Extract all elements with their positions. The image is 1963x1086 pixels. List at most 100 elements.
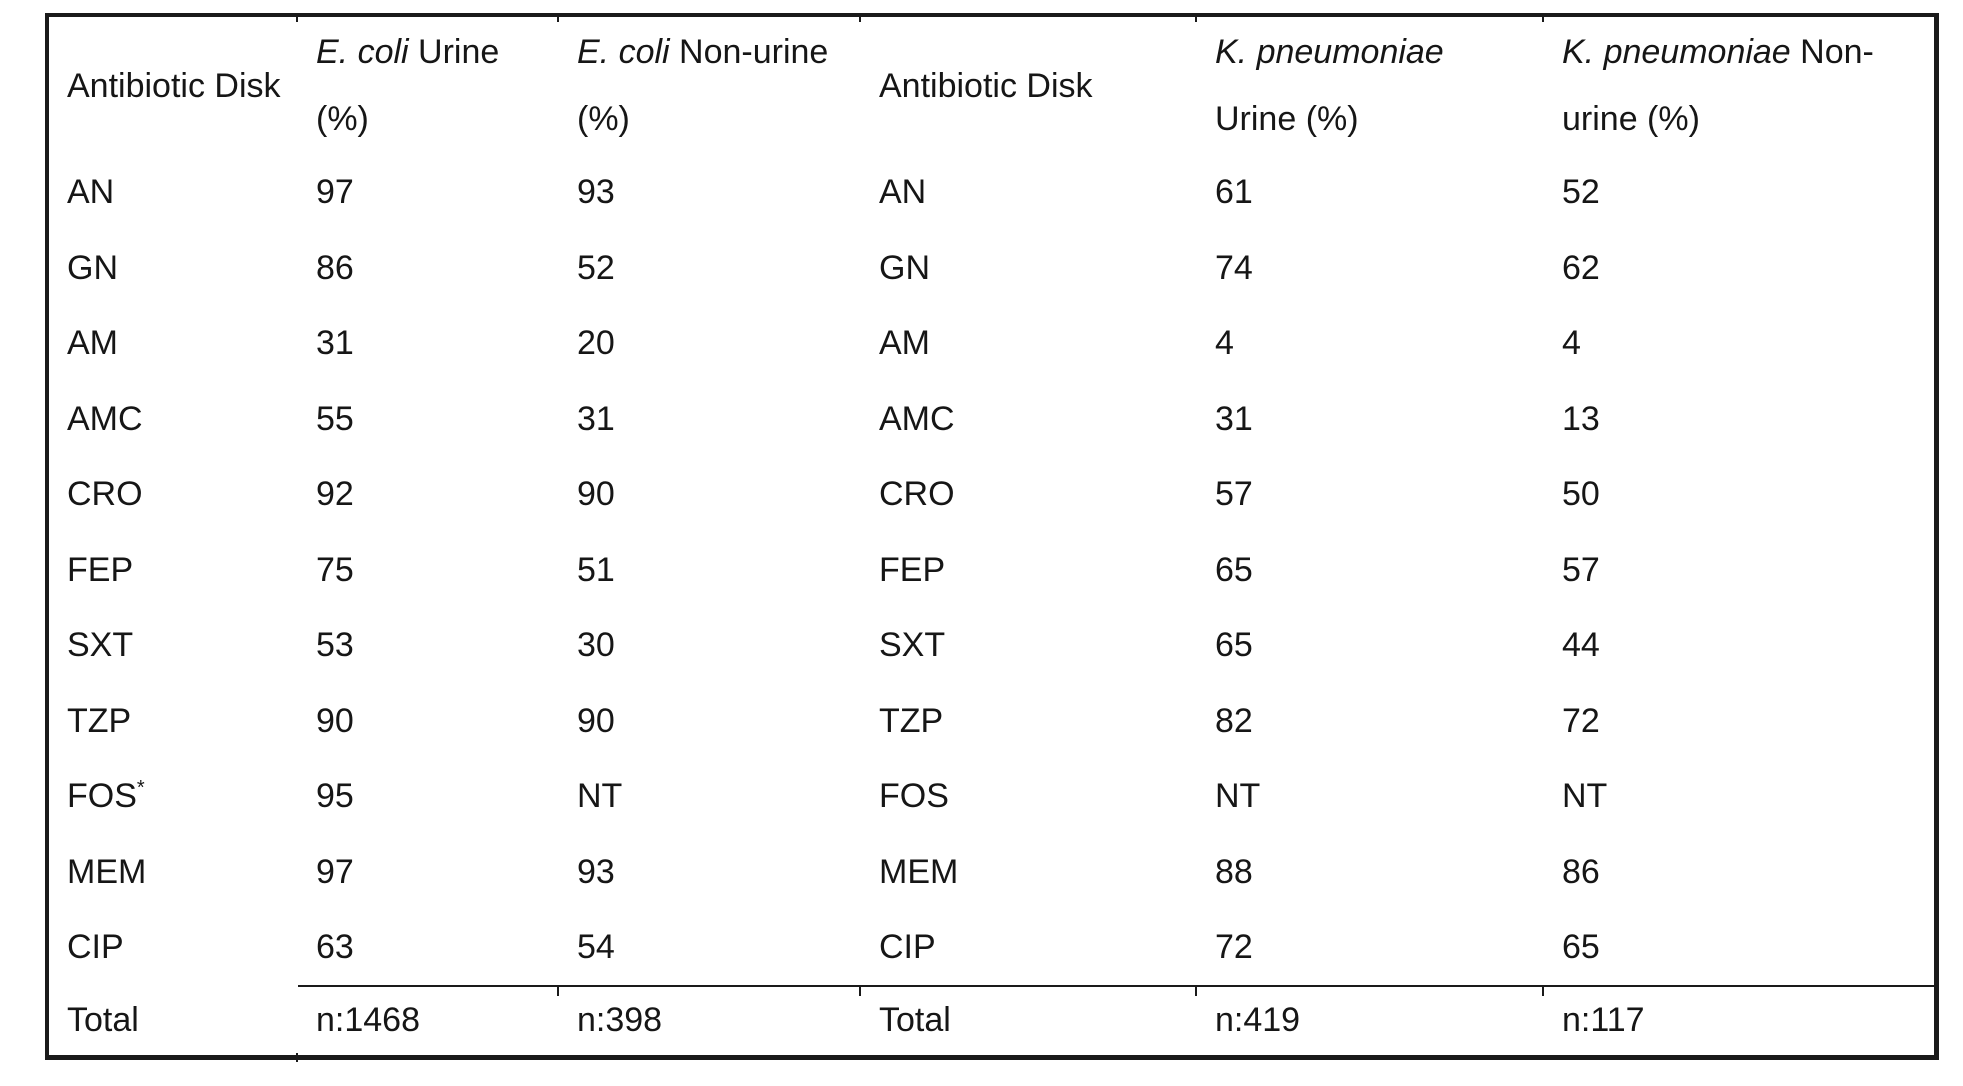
cell-disk-left: AMC — [67, 399, 143, 438]
header-antibiotic-disk-left: Antibiotic Disk — [47, 15, 298, 155]
cell-disk-right: MEM — [879, 852, 959, 891]
header-row: Antibiotic Disk E. coli Urine (%) E. col… — [47, 15, 1936, 155]
cell-total-label-left: Total — [67, 1000, 139, 1039]
cell-ecoli-urine: 92 — [316, 475, 354, 514]
table-row: CRO 92 90 CRO 57 50 — [47, 457, 1936, 533]
cell-total-kpneu-urine: n:419 — [1197, 984, 1544, 1058]
cell-kpneu-nonurine: 86 — [1562, 852, 1600, 891]
table-row: CIP 63 54 CIP 72 65 — [47, 910, 1936, 986]
cell-kpneu-urine: 65 — [1215, 626, 1253, 665]
column-boundary-notch — [859, 13, 861, 22]
column-boundary-notch — [296, 1053, 298, 1062]
header-kpneumoniae-nonurine: K. pneumoniae Non- urine (%) — [1544, 15, 1936, 155]
column-boundary-notch — [557, 987, 559, 996]
column-boundary-notch — [1195, 13, 1197, 22]
column-boundary-notch — [296, 13, 298, 22]
cell-ecoli-urine: 95 — [316, 777, 354, 816]
cell-disk-left: CRO — [67, 475, 143, 514]
cell-total-ecoli-nonurine: n:398 — [559, 984, 861, 1058]
cell-disk-right: TZP — [879, 701, 944, 740]
cell-disk-right: AMC — [879, 399, 955, 438]
cell-ecoli-urine: 53 — [316, 626, 354, 665]
header-line1: E. coli Urine — [316, 19, 559, 86]
species-name: E. coli — [316, 33, 409, 71]
cell-ecoli-nonurine: NT — [577, 777, 623, 816]
header-rest: Non-urine — [669, 33, 829, 71]
column-boundary-notch — [557, 13, 559, 22]
total-row: Total n:1468 n:398 Total n:419 n:117 — [47, 984, 1936, 1058]
antibiotic-susceptibility-table: Antibiotic Disk E. coli Urine (%) E. col… — [45, 13, 1939, 1060]
cell-ecoli-urine: 75 — [316, 550, 354, 589]
cell-ecoli-nonurine: 93 — [577, 173, 615, 212]
cell-disk-right: GN — [879, 248, 930, 287]
cell-disk-right: SXT — [879, 626, 946, 665]
cell-ecoli-nonurine: 52 — [577, 248, 615, 287]
cell-disk-right: CIP — [879, 927, 936, 966]
cell-ecoli-urine: 86 — [316, 248, 354, 287]
table-row: MEM 97 93 MEM 88 86 — [47, 835, 1936, 911]
table-row: AN 97 93 AN 61 52 — [47, 155, 1936, 231]
cell-kpneu-nonurine: 13 — [1562, 399, 1600, 438]
disk-code: FOS — [67, 777, 137, 816]
cell-kpneu-nonurine: 65 — [1562, 927, 1600, 966]
column-boundary-notch — [1542, 13, 1544, 22]
cell-disk-left: FEP — [67, 550, 134, 589]
cell-total-ecoli-urine: n:1468 — [298, 984, 559, 1058]
cell-disk-right: CRO — [879, 475, 955, 514]
header-line1: K. pneumoniae Non- — [1562, 19, 1934, 86]
footnote-asterisk: * — [136, 777, 145, 800]
cell-disk-right: AN — [879, 173, 927, 212]
cell-disk-right: FOS — [879, 777, 949, 816]
cell-disk-left: AN — [67, 173, 115, 212]
cell-ecoli-urine: 97 — [316, 173, 354, 212]
cell-kpneu-urine: 4 — [1215, 324, 1234, 363]
cell-ecoli-urine: 31 — [316, 324, 354, 363]
cell-kpneu-urine: 74 — [1215, 248, 1253, 287]
cell-kpneu-nonurine: 72 — [1562, 701, 1600, 740]
cell-kpneu-urine: 31 — [1215, 399, 1253, 438]
header-rest: Non- — [1790, 33, 1874, 71]
cell-kpneu-nonurine: 4 — [1562, 324, 1581, 363]
header-ecoli-urine: E. coli Urine (%) — [298, 15, 559, 155]
cell-kpneu-nonurine: 52 — [1562, 173, 1600, 212]
header-rest: Urine — [408, 33, 500, 71]
header-line2: (%) — [316, 100, 369, 138]
cell-kpneu-urine: 65 — [1215, 550, 1253, 589]
cell-kpneu-urine: 82 — [1215, 701, 1253, 740]
cell-kpneu-urine: 61 — [1215, 173, 1253, 212]
header-line2: (%) — [577, 100, 630, 138]
cell-disk-left: AM — [67, 324, 118, 363]
cell-ecoli-nonurine: 54 — [577, 927, 615, 966]
cell-kpneu-nonurine: NT — [1562, 777, 1608, 816]
cell-ecoli-urine: 63 — [316, 927, 354, 966]
column-boundary-notch — [1542, 987, 1544, 996]
cell-ecoli-nonurine: 30 — [577, 626, 615, 665]
table-row: SXT 53 30 SXT 65 44 — [47, 608, 1936, 684]
table-row: AMC 55 31 AMC 31 13 — [47, 382, 1936, 458]
cell-disk-left: TZP — [67, 701, 132, 740]
cell-disk-left: SXT — [67, 626, 134, 665]
table-row: FEP 75 51 FEP 65 57 — [47, 533, 1936, 609]
cell-ecoli-urine: 55 — [316, 399, 354, 438]
table-row: TZP 90 90 TZP 82 72 — [47, 684, 1936, 760]
cell-ecoli-nonurine: 90 — [577, 475, 615, 514]
cell-disk-right: AM — [879, 324, 930, 363]
cell-kpneu-urine: 57 — [1215, 475, 1253, 514]
cell-total-kpneu-nonurine: n:117 — [1544, 984, 1936, 1058]
cell-ecoli-nonurine: 31 — [577, 399, 615, 438]
header-line2: urine (%) — [1562, 100, 1700, 138]
cell-ecoli-nonurine: 93 — [577, 852, 615, 891]
cell-disk-left: GN — [67, 248, 118, 287]
column-boundary-notch — [1195, 987, 1197, 996]
header-label: Antibiotic Disk — [879, 66, 1093, 105]
header-line1: K. pneumoniae — [1215, 19, 1544, 86]
header-ecoli-nonurine: E. coli Non-urine (%) — [559, 15, 861, 155]
cell-ecoli-urine: 97 — [316, 852, 354, 891]
cell-ecoli-nonurine: 90 — [577, 701, 615, 740]
table-row: AM 31 20 AM 4 4 — [47, 306, 1936, 382]
header-label: Antibiotic Disk — [67, 66, 281, 105]
cell-disk-left: FOS* — [47, 759, 298, 835]
header-antibiotic-disk-right: Antibiotic Disk — [861, 15, 1197, 155]
cell-ecoli-nonurine: 20 — [577, 324, 615, 363]
